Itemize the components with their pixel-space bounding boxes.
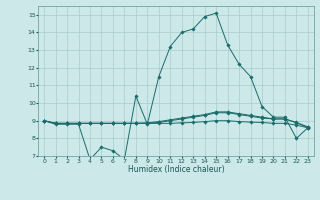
X-axis label: Humidex (Indice chaleur): Humidex (Indice chaleur)	[128, 165, 224, 174]
